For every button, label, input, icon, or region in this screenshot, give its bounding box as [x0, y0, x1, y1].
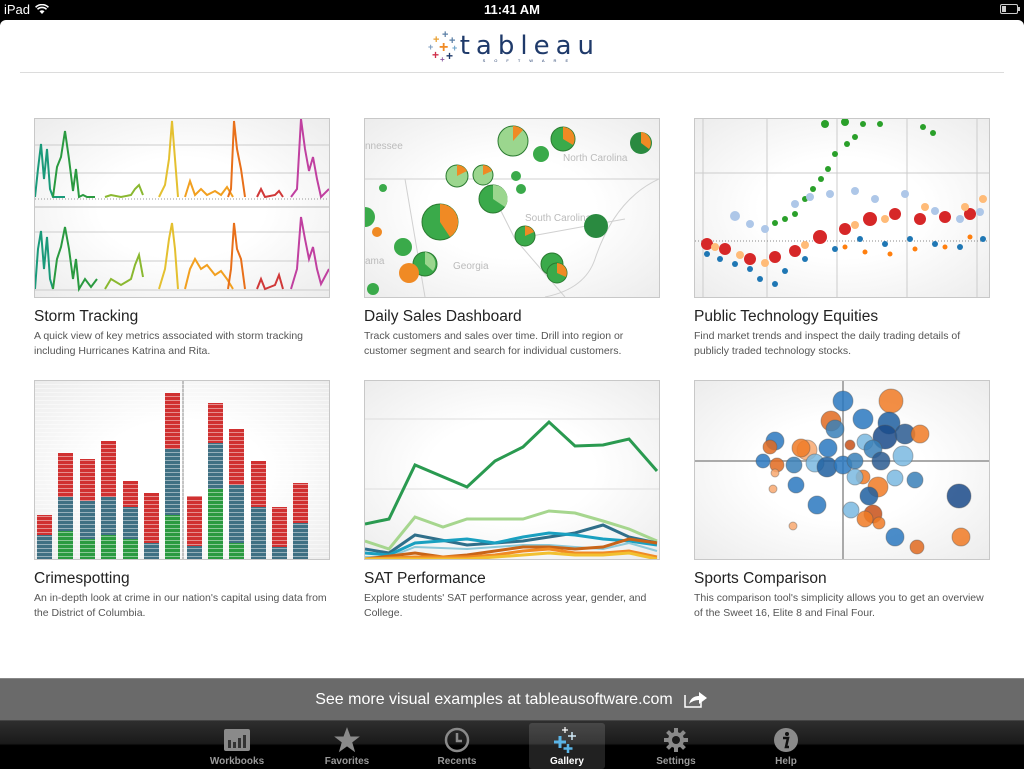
thumbnail-storm-tracking[interactable] [34, 118, 330, 298]
thumbnail-daily-sales[interactable]: nnessee North Carolina South Carolina Ge… [364, 118, 660, 298]
status-bar: iPad 11:41 AM [0, 0, 1024, 20]
tab-help[interactable]: Help [748, 723, 824, 769]
card-title[interactable]: Public Technology Equities [694, 308, 879, 325]
device-label: iPad [4, 2, 31, 17]
star-icon [334, 727, 360, 753]
svg-text:North Carolina: North Carolina [563, 153, 628, 164]
svg-text:nnessee: nnessee [365, 141, 403, 152]
battery-icon [1000, 4, 1020, 14]
tab-gallery[interactable]: Gallery [529, 723, 605, 769]
clock-icon [444, 727, 470, 753]
gear-icon [664, 728, 688, 752]
tab-favorites[interactable]: Favorites [309, 723, 385, 769]
gallery-card-daily-sales[interactable]: nnessee North Carolina South Carolina Ge… [364, 118, 660, 359]
card-title[interactable]: SAT Performance [364, 570, 486, 587]
gallery-card-crimespotting[interactable]: Crimespotting An in-depth look at crime … [34, 380, 330, 621]
info-icon [774, 728, 798, 752]
gallery-card-storm-tracking[interactable]: Storm Tracking A quick view of key metri… [34, 118, 330, 359]
logo-wordmark: tableau [459, 31, 600, 61]
tab-settings[interactable]: Settings [638, 723, 714, 769]
header-divider [20, 72, 1004, 73]
tab-recents[interactable]: Recents [419, 723, 495, 769]
see-more-banner[interactable]: See more visual examples at tableausoftw… [0, 678, 1024, 720]
gallery-card-sat-performance[interactable]: SAT Performance Explore students' SAT pe… [364, 380, 660, 621]
gallery-card-sports-comparison[interactable]: Sports Comparison This comparison tool's… [694, 380, 990, 621]
tableau-logo-mark-icon: + + + + + + + + + [428, 29, 458, 64]
thumbnail-sports-comparison[interactable] [694, 380, 990, 560]
card-title[interactable]: Sports Comparison [694, 570, 827, 587]
tab-bar: Workbooks Favorites Recents Gallery Sett… [0, 720, 1024, 769]
gallery-icon [554, 727, 576, 753]
thumbnail-crimespotting[interactable] [34, 380, 330, 560]
logo-subtext: SOFTWARE [482, 58, 578, 63]
thumbnail-public-tech-equities[interactable] [694, 118, 990, 298]
svg-text:South Carolina: South Carolina [525, 213, 592, 224]
card-description: Explore students' SAT performance across… [364, 592, 647, 619]
card-description: Find market trends and inspect the daily… [694, 330, 961, 357]
wifi-icon [35, 4, 49, 14]
workbooks-icon [224, 729, 250, 751]
clock: 11:41 AM [484, 2, 540, 17]
tableau-logo: + + + + + + + + + tableau SOFTWARE [428, 29, 600, 66]
banner-text[interactable]: See more visual examples at tableausoftw… [315, 690, 673, 708]
thumbnail-sat-performance[interactable] [364, 380, 660, 560]
card-title[interactable]: Daily Sales Dashboard [364, 308, 522, 325]
svg-text:ama: ama [365, 256, 385, 267]
gallery-card-public-tech-equities[interactable]: Public Technology Equities Find market t… [694, 118, 990, 359]
gallery-page: + + + + + + + + + tableau SOFTWARE [0, 20, 1024, 678]
card-description: This comparison tool's simplicity allows… [694, 592, 984, 619]
share-icon[interactable] [683, 691, 709, 709]
card-description: An in-depth look at crime in our nation'… [34, 592, 327, 619]
svg-text:Georgia: Georgia [453, 261, 489, 272]
tab-workbooks[interactable]: Workbooks [199, 723, 275, 769]
card-description: A quick view of key metrics associated w… [34, 330, 304, 357]
card-title[interactable]: Crimespotting [34, 570, 130, 587]
card-description: Track customers and sales over time. Dri… [364, 330, 624, 357]
card-title[interactable]: Storm Tracking [34, 308, 139, 325]
